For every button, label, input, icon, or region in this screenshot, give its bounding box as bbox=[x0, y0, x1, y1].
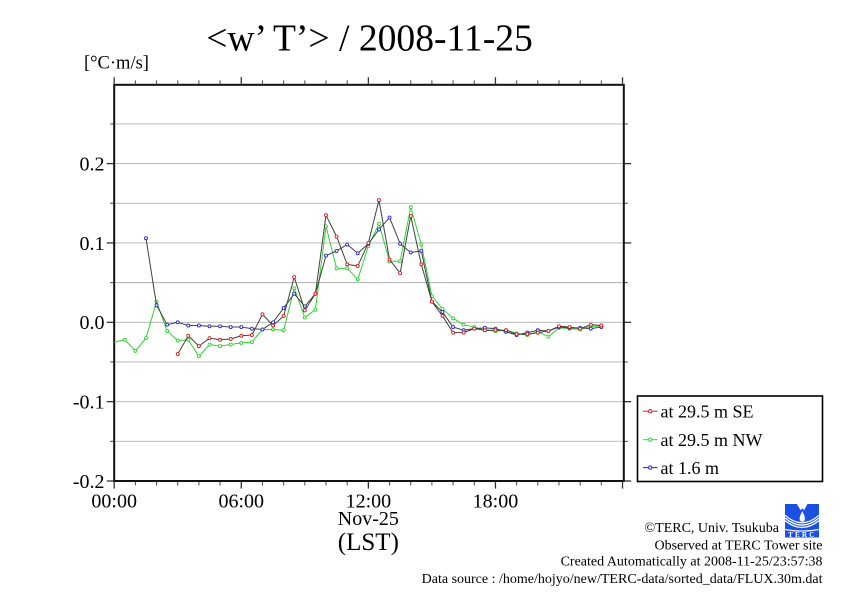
svg-text:<w’ T’> / 2008-11-25: <w’ T’> / 2008-11-25 bbox=[206, 19, 533, 60]
svg-text:at 29.5 m NW: at 29.5 m NW bbox=[661, 430, 763, 450]
svg-text:©TERC, Univ. Tsukuba: ©TERC, Univ. Tsukuba bbox=[645, 521, 780, 536]
svg-text:0.0: 0.0 bbox=[80, 312, 105, 334]
svg-text:at 29.5 m SE: at 29.5 m SE bbox=[661, 402, 754, 422]
svg-text:-0.2: -0.2 bbox=[73, 471, 105, 493]
svg-text:18:00: 18:00 bbox=[473, 490, 519, 512]
svg-text:(LST): (LST) bbox=[338, 529, 399, 556]
svg-text:[°C·m/s]: [°C·m/s] bbox=[84, 54, 149, 74]
svg-text:12:00: 12:00 bbox=[346, 490, 392, 512]
svg-text:00:00: 00:00 bbox=[91, 490, 137, 512]
svg-text:0.2: 0.2 bbox=[80, 153, 105, 175]
svg-text:Observed at TERC Tower site: Observed at TERC Tower site bbox=[654, 539, 822, 554]
svg-text:at 1.6 m: at 1.6 m bbox=[661, 458, 720, 478]
svg-text:Nov-25: Nov-25 bbox=[338, 508, 399, 530]
svg-text:-0.1: -0.1 bbox=[73, 391, 105, 413]
svg-text:0.1: 0.1 bbox=[80, 233, 105, 255]
svg-text:Created Automatically at 2008-: Created Automatically at 2008-11-25/23:5… bbox=[561, 555, 823, 570]
svg-text:Data source : /home/hojyo/new/: Data source : /home/hojyo/new/TERC-data/… bbox=[422, 572, 823, 587]
svg-text:TERC: TERC bbox=[788, 531, 816, 539]
svg-text:06:00: 06:00 bbox=[218, 490, 264, 512]
